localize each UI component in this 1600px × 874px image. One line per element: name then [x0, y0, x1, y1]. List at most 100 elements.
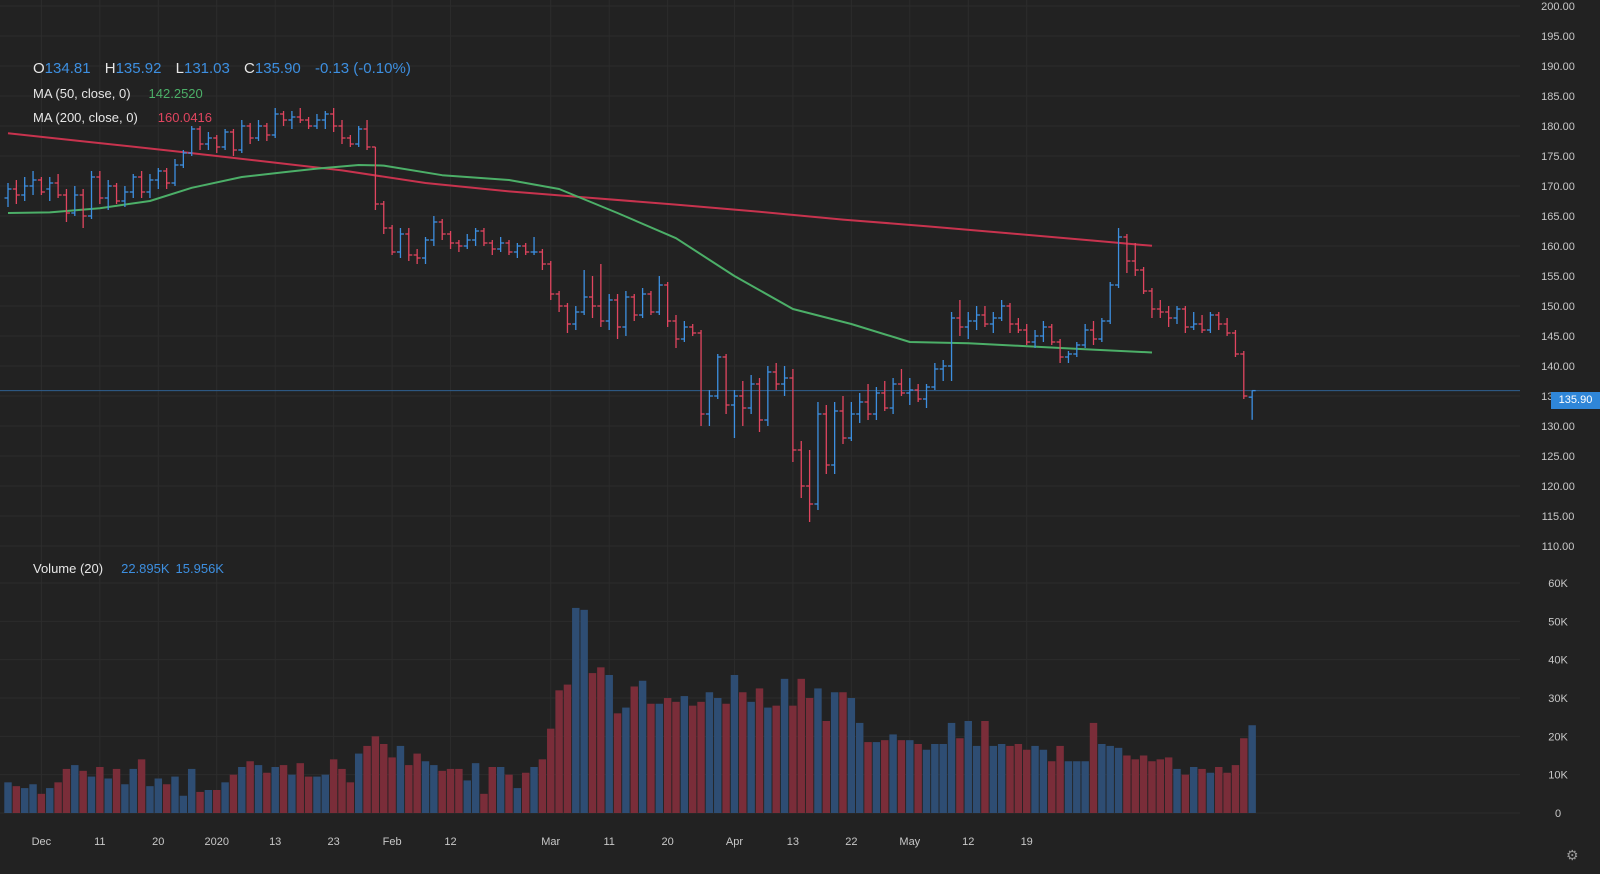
volume-legend[interactable]: Volume (20) 22.895K 15.956K: [33, 561, 224, 576]
low-value: 131.03: [183, 60, 230, 77]
volume-bars: [4, 607, 1256, 813]
volume-bar: [814, 688, 822, 813]
volume-bar: [1031, 745, 1039, 813]
volume-bar: [1089, 722, 1098, 813]
time-tick-label: Feb: [383, 836, 402, 848]
ohlc-bar: [839, 396, 847, 444]
volume-bar: [20, 788, 29, 813]
volume-bar: [87, 776, 96, 813]
volume-bar: [1156, 759, 1165, 813]
volume-bar: [388, 757, 396, 813]
volume-axis[interactable]: 0 10K 20K 30K 40K 50K 60K: [1548, 578, 1568, 820]
volume-bar: [730, 675, 739, 813]
volume-bar: [1064, 761, 1073, 813]
ohlc-bar: [204, 132, 212, 150]
ohlc-bar: [497, 237, 505, 252]
price-tick-label: 185.00: [1541, 91, 1575, 103]
ohlc-bar: [1014, 318, 1022, 333]
price-tick-label: 110.00: [1542, 541, 1575, 553]
high-label: H: [104, 60, 116, 77]
price-axis[interactable]: 110.00115.00120.00125.00130.00135.00140.…: [1541, 1, 1575, 553]
volume-bar: [647, 703, 655, 813]
ohlc-bar: [856, 393, 864, 423]
volume-bar: [881, 740, 889, 813]
volume-bar: [1198, 768, 1206, 813]
ohlc-bar: [1215, 312, 1223, 330]
ma50-legend[interactable]: MA (50, close, 0) 142.2520: [33, 86, 203, 101]
ohlc-bar: [864, 384, 872, 420]
volume-bar: [864, 742, 872, 813]
volume-bar: [780, 678, 789, 813]
ohlc-bar: [129, 174, 137, 198]
ohlc-bar: [806, 450, 814, 522]
volume-bar: [338, 768, 346, 813]
ohlc-bar: [555, 291, 563, 312]
volume-bar: [213, 790, 221, 813]
ohlc-bar: [722, 354, 730, 414]
volume-bar: [1206, 772, 1215, 813]
ohlc-bar: [221, 129, 229, 150]
price-tick-label: 195.00: [1541, 31, 1575, 43]
volume-bar: [79, 770, 87, 813]
volume-bar: [997, 744, 1006, 813]
ohlc-bar: [939, 360, 947, 381]
ohlc-bars: [4, 108, 1256, 522]
ohlc-bar: [538, 249, 546, 270]
ohlc-bar: [4, 183, 12, 207]
volume-bar: [1081, 761, 1089, 813]
ohlc-bar: [1039, 321, 1047, 342]
ohlc-bar: [739, 381, 747, 426]
volume-bar: [480, 793, 488, 813]
ohlc-bar: [931, 363, 939, 390]
volume-bar: [112, 768, 121, 813]
ohlc-bar: [455, 240, 463, 252]
volume-bar: [956, 738, 964, 813]
ohlc-bar: [1181, 306, 1189, 333]
volume-bar: [547, 728, 555, 813]
ohlc-bar: [113, 183, 121, 204]
volume-bar: [1123, 755, 1131, 813]
volume-bar: [296, 763, 304, 813]
ohlc-bar: [1240, 351, 1248, 399]
volume-bar: [772, 705, 780, 813]
ohlc-bar: [346, 135, 354, 147]
ohlc-bar: [46, 177, 54, 201]
volume-bar: [889, 734, 897, 813]
price-tick-label: 130.00: [1541, 421, 1575, 433]
volume-bar: [1248, 725, 1256, 813]
volume-bar: [104, 778, 112, 813]
volume-bar: [830, 692, 839, 813]
gear-icon[interactable]: ⚙: [1566, 847, 1579, 863]
time-axis[interactable]: Dec 11 20 2020 13 23 Feb 12 Mar 11 20 Apr 13 22 May 12 1…: [32, 836, 1033, 848]
ohlc-bar: [572, 306, 580, 330]
volume-bar: [62, 768, 71, 813]
ohlc-bar: [1064, 351, 1072, 363]
low-label: L: [175, 60, 184, 77]
volume-bar: [521, 772, 530, 813]
volume-bar: [246, 761, 254, 813]
volume-tick-label: 0: [1555, 808, 1561, 820]
ohlc-bar: [171, 159, 179, 186]
ohlc-bar: [380, 201, 388, 234]
ohlc-bar: [163, 168, 171, 189]
volume-bar: [413, 753, 421, 813]
ohlc-bar: [747, 375, 755, 414]
ma200-legend[interactable]: MA (200, close, 0) 160.0416: [33, 110, 212, 125]
volume-tick-label: 10K: [1548, 770, 1568, 782]
ohlc-bar: [1098, 318, 1106, 342]
volume-bar: [563, 684, 572, 813]
volume-bar: [906, 740, 914, 813]
volume-bar: [847, 698, 856, 813]
ohlc-bar: [614, 294, 622, 339]
volume-bar: [471, 763, 480, 813]
volume-bar: [688, 705, 697, 813]
time-tick-label: 2020: [205, 836, 229, 848]
ohlc-bar: [430, 216, 438, 246]
ohlc-bar: [1131, 243, 1139, 276]
open-value: 134.81: [44, 60, 91, 77]
volume-bar: [655, 703, 664, 813]
ohlc-bar: [388, 225, 396, 255]
price-tick-label: 180.00: [1541, 121, 1575, 133]
